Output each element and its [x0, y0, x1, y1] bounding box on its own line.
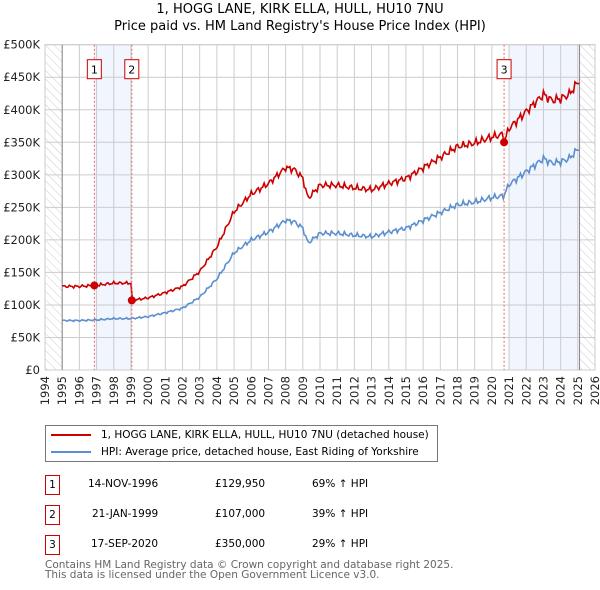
x-tick-label: 2013 — [365, 376, 379, 405]
x-tick-label: 1998 — [107, 376, 121, 405]
sale-marker-label: 3 — [45, 535, 60, 555]
sale-point — [90, 281, 99, 290]
price-line — [62, 80, 580, 302]
x-tick-label: 2014 — [382, 376, 396, 405]
y-tick-label: £350K — [3, 135, 40, 149]
x-tick-label: 2015 — [399, 376, 413, 405]
sale-hpi: 69% ↑ HPI — [312, 478, 369, 490]
legend-label-hpi: HPI: Average price, detached house, East… — [101, 446, 419, 458]
x-tick-label: 2025 — [571, 376, 585, 405]
x-tick-label: 1997 — [90, 376, 104, 405]
x-tick-label: 2016 — [416, 376, 430, 405]
chart-subtitle: Price paid vs. HM Land Registry's House … — [114, 19, 486, 34]
x-tick-label: 2008 — [279, 376, 293, 405]
legend-label-property: 1, HOGG LANE, KIRK ELLA, HULL, HU10 7NU … — [101, 429, 429, 441]
x-tick-label: 1996 — [72, 376, 86, 405]
legend-red-line — [51, 434, 91, 436]
x-tick-label: 2017 — [433, 376, 447, 405]
sale-price: £129,950 — [215, 478, 266, 490]
sale-point — [127, 296, 136, 305]
hpi-line — [62, 147, 580, 323]
x-tick-label: 2023 — [536, 376, 550, 405]
x-tick-label: 2000 — [141, 376, 155, 405]
x-tick-label: 2001 — [158, 376, 172, 405]
sale-marker-label: 2 — [45, 505, 60, 525]
sale-marker-box — [496, 59, 512, 80]
x-tick-label: 2018 — [451, 376, 465, 405]
x-tick-label: 2002 — [176, 376, 190, 405]
sale-marker-label: 1 — [45, 475, 60, 495]
sale-date: 21-JAN-1999 — [92, 508, 159, 520]
y-tick-label: £450K — [3, 70, 40, 84]
sale-hpi: 29% ↑ HPI — [312, 538, 369, 550]
footer: Contains HM Land Registry data © Crown c… — [45, 559, 454, 581]
sale-date: 17-SEP-2020 — [91, 538, 159, 550]
legend-blue-line — [51, 451, 91, 453]
x-tick-label: 2010 — [313, 376, 327, 405]
chart-title: 1, HOGG LANE, KIRK ELLA, HULL, HU10 7NU — [156, 2, 444, 17]
sale-point — [500, 138, 509, 147]
sale-hpi: 39% ↑ HPI — [312, 508, 369, 520]
x-tick-label: 1994 — [38, 376, 52, 405]
sale-marker-number: 1 — [91, 64, 98, 77]
x-tick-label: 2004 — [210, 376, 224, 405]
sale-marker-number: 3 — [501, 64, 508, 77]
x-tick-label: 2003 — [193, 376, 207, 405]
sale-marker-number: 2 — [128, 64, 135, 77]
x-tick-label: 1999 — [124, 376, 138, 405]
y-tick-label: £100K — [3, 298, 40, 312]
y-tick-label: £300K — [3, 168, 40, 182]
x-tick-label: 2005 — [227, 376, 241, 405]
x-tick-label: 2012 — [347, 376, 361, 405]
x-tick-label: 2007 — [261, 376, 275, 405]
x-tick-label: 2026 — [588, 376, 600, 405]
x-tick-label: 2020 — [485, 376, 499, 405]
sale-date: 14-NOV-1996 — [88, 478, 159, 490]
x-tick-label: 2021 — [502, 376, 516, 405]
sale-marker-box — [86, 59, 102, 80]
y-tick-label: £200K — [3, 233, 40, 247]
x-tick-label: 1995 — [55, 376, 69, 405]
sale-marker-box — [124, 59, 140, 80]
plot-border — [44, 44, 596, 371]
x-tick-label: 2022 — [519, 376, 533, 405]
y-tick-label: £0 — [25, 363, 40, 377]
footer-line-1: Contains HM Land Registry data © Crown c… — [45, 559, 454, 571]
y-tick-label: £500K — [3, 38, 40, 52]
x-tick-label: 2009 — [296, 376, 310, 405]
y-tick-label: £250K — [3, 200, 40, 214]
plot-area: 1994 1995 1996 1997 1998 1999 2000 2001 2002 2003… — [3, 38, 600, 406]
x-tick-label: 2006 — [244, 376, 258, 405]
x-tick-label: 2019 — [468, 376, 482, 405]
y-tick-label: £400K — [3, 103, 40, 117]
y-tick-label: £150K — [3, 265, 40, 279]
legend: 1, HOGG LANE, KIRK ELLA, HULL, HU10 7NU … — [45, 425, 438, 462]
x-tick-label: 2011 — [330, 376, 344, 405]
x-tick-label: 2024 — [554, 376, 568, 405]
footer-line-2: This data is licensed under the Open Gov… — [45, 569, 380, 581]
sale-price: £350,000 — [215, 538, 266, 550]
y-tick-label: £50K — [11, 330, 41, 344]
sale-price: £107,000 — [215, 508, 266, 520]
